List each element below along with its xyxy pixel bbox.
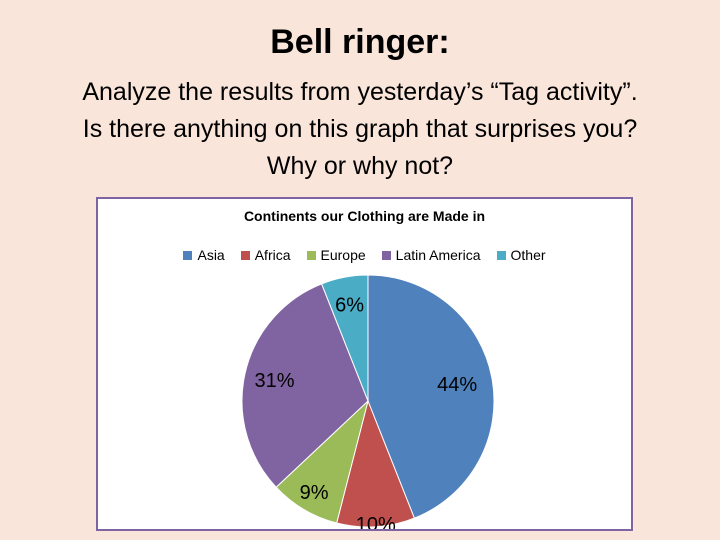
legend-label-latin-america: Latin America [395,247,481,263]
legend-swatch-latin-america [381,250,391,260]
legend-item-europe: Europe [306,247,366,263]
prompt-line-1: Analyze the results from yesterday’s “Ta… [82,78,638,106]
prompt-line-2: Is there anything on this graph that sur… [82,115,638,143]
chart-legend: Asia Africa Europe Latin America Other [98,247,631,263]
pie-slice-asia [367,274,495,519]
legend-swatch-other [496,250,506,260]
legend-label-africa: Africa [254,247,291,263]
data-label-latin-america: 31% [255,370,295,392]
slide-title: Bell ringer: [270,23,450,61]
pie-plot: 44% 10% 9% 31% 6% [241,274,495,529]
legend-item-latin-america: Latin America [381,247,481,263]
legend-item-asia: Asia [183,247,225,263]
pie-chart: Continents our Clothing are Made in Asia… [96,197,633,531]
legend-swatch-europe [306,250,316,260]
pie-slice-africa [336,399,416,528]
data-label-asia: 44% [437,374,477,396]
legend-item-africa: Africa [240,247,291,263]
pie-slice-other [320,274,369,402]
legend-swatch-africa [240,250,250,260]
legend-swatch-asia [183,250,193,260]
legend-item-other: Other [496,247,546,263]
pie-slice-latin-america [241,283,369,488]
data-label-other: 6% [335,294,364,316]
legend-label-asia: Asia [197,247,225,263]
chart-title: Continents our Clothing are Made in [243,208,486,224]
legend-label-europe: Europe [320,247,366,263]
data-label-europe: 9% [300,482,329,504]
prompt-line-3: Why or why not? [266,152,454,180]
data-label-africa: 10% [356,514,396,529]
legend-label-other: Other [510,247,546,263]
slide-prompt: Analyze the results from yesterday’s “Ta… [10,74,710,185]
